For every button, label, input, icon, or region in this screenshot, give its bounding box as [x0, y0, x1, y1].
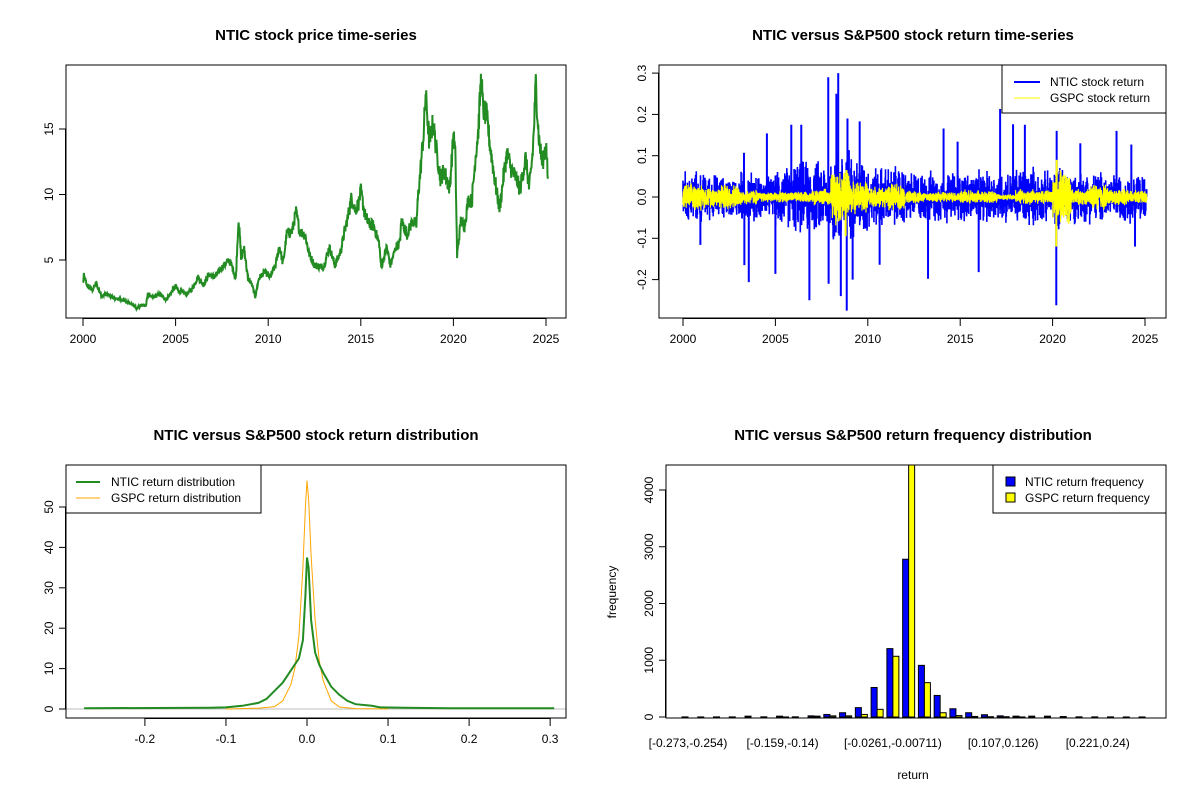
legend-label-ntic: NTIC return frequency: [1025, 475, 1144, 489]
bin-label: [0.107,0.126): [968, 736, 1039, 750]
returns-y-tick-label: 0.3: [635, 64, 649, 81]
price-series-line: [82, 73, 549, 313]
dist-x-tick-label: 0.3: [542, 732, 559, 746]
price-x-tick-label: 2015: [347, 332, 374, 346]
ntic-frequency-bar: [776, 715, 784, 718]
dist-y-tick-label: 50: [42, 500, 56, 514]
legend-returns: [1001, 64, 1167, 114]
ntic-frequency-bar: [744, 715, 752, 718]
returns-y-tick-label: 0.0: [635, 188, 649, 205]
returns-y-tick-label: -0.2: [635, 269, 649, 290]
ntic-frequency-bar: [1012, 715, 1020, 718]
gspc-frequency-bar: [829, 715, 837, 718]
y-axis-label-frequency: frequency: [605, 566, 619, 619]
freq-y-tick-label: 0: [642, 713, 656, 720]
price-x-tick-label: 2010: [255, 332, 282, 346]
gspc-frequency-bar: [939, 712, 947, 718]
returns-x-tick-label: 2015: [947, 332, 974, 346]
dist-y-tick-label: 40: [42, 540, 56, 554]
price-y-tick-label: 15: [42, 122, 56, 136]
chart-title-returns: NTIC versus S&P500 stock return time-ser…: [752, 27, 1074, 44]
ntic-frequency-bar: [1043, 715, 1051, 718]
dist-y-tick-label: 10: [42, 662, 56, 676]
dist-x-tick-label: -0.1: [216, 732, 237, 746]
plot-box-price: [65, 64, 567, 319]
chart-title-distribution: NTIC versus S&P500 stock return distribu…: [153, 427, 478, 444]
price-x-tick-label: 2005: [162, 332, 189, 346]
freq-y-tick-label: 3000: [642, 533, 656, 560]
ntic-frequency-bar: [870, 686, 878, 718]
dist-y-tick-label: 0: [42, 705, 56, 712]
gspc-frequency-bar: [892, 655, 900, 718]
ntic-frequency-bar: [854, 707, 862, 718]
ntic-density-line: [84, 557, 555, 710]
ntic-frequency-bar: [823, 713, 831, 718]
freq-y-tick-label: 4000: [642, 476, 656, 503]
price-y-tick-label: 10: [42, 188, 56, 202]
ntic-frequency-bar: [902, 558, 910, 718]
returns-y-tick-label: 0.1: [635, 147, 649, 164]
bin-label: [-0.273,-0.254): [649, 736, 728, 750]
gspc-frequency-bar: [860, 713, 868, 718]
dist-y-tick-label: 20: [42, 621, 56, 635]
legend-label-ntic: NTIC return distribution: [111, 475, 235, 489]
gspc-return-series: [682, 170, 1148, 226]
price-x-tick-label: 2020: [440, 332, 467, 346]
legend-swatch-ntic: [1005, 476, 1016, 487]
x-axis-label-return: return: [897, 768, 928, 782]
legend-swatch-gspc: [1005, 492, 1016, 503]
chart-title-price: NTIC stock price time-series: [215, 27, 417, 44]
gspc-frequency-bar: [955, 715, 963, 718]
legend-distribution: [65, 464, 262, 514]
returns-x-tick-label: 2000: [670, 332, 697, 346]
returns-x-tick-label: 2025: [1132, 332, 1159, 346]
ntic-frequency-bar: [807, 715, 815, 718]
dist-x-tick-label: 0.0: [299, 732, 316, 746]
ntic-frequency-bar: [933, 694, 941, 718]
gspc-frequency-bar: [971, 715, 979, 718]
gspc-frequency-bar: [876, 708, 884, 718]
gspc-frequency-bar: [845, 715, 853, 718]
freq-y-tick-label: 2000: [642, 590, 656, 617]
price-x-tick-label: 2000: [70, 332, 97, 346]
legend-label-gspc: GSPC return distribution: [111, 491, 241, 505]
returns-x-tick-label: 2005: [762, 332, 789, 346]
ntic-frequency-bar: [886, 648, 894, 718]
dist-y-tick-label: 30: [42, 581, 56, 595]
dist-x-tick-label: 0.2: [461, 732, 478, 746]
legend-label-ntic: NTIC stock return: [1050, 75, 1144, 89]
gspc-density-line: [225, 480, 389, 710]
price-y-tick-label: 5: [42, 256, 56, 263]
price-x-tick-label: 2025: [533, 332, 560, 346]
dist-x-tick-label: -0.2: [135, 732, 156, 746]
legend-frequency: [992, 464, 1167, 514]
ntic-frequency-bar: [1028, 715, 1036, 718]
chart-title-frequency: NTIC versus S&P500 return frequency dist…: [734, 427, 1092, 444]
legend-label-gspc: GSPC return frequency: [1025, 491, 1150, 505]
bin-label: [-0.0261,-0.00711): [844, 736, 942, 750]
gspc-frequency-bar: [813, 715, 821, 718]
returns-x-tick-label: 2010: [854, 332, 881, 346]
bin-label: [-0.159,-0.14): [747, 736, 819, 750]
ntic-frequency-bar: [980, 714, 988, 718]
ntic-frequency-bar: [917, 664, 925, 718]
ntic-frequency-bar: [965, 712, 973, 718]
ntic-frequency-bar: [996, 715, 1004, 718]
freq-y-tick-label: 1000: [642, 647, 656, 674]
ntic-frequency-bar: [839, 712, 847, 718]
returns-x-tick-label: 2020: [1039, 332, 1066, 346]
legend-label-gspc: GSPC stock return: [1050, 91, 1150, 105]
returns-y-tick-label: 0.2: [635, 106, 649, 123]
bin-label: [0.221,0.24): [1066, 736, 1130, 750]
dist-x-tick-label: 0.1: [380, 732, 397, 746]
gspc-frequency-bar: [923, 682, 931, 718]
ntic-frequency-bar: [949, 708, 957, 718]
returns-y-tick-label: -0.1: [635, 228, 649, 249]
gspc-frequency-bar: [908, 464, 916, 718]
